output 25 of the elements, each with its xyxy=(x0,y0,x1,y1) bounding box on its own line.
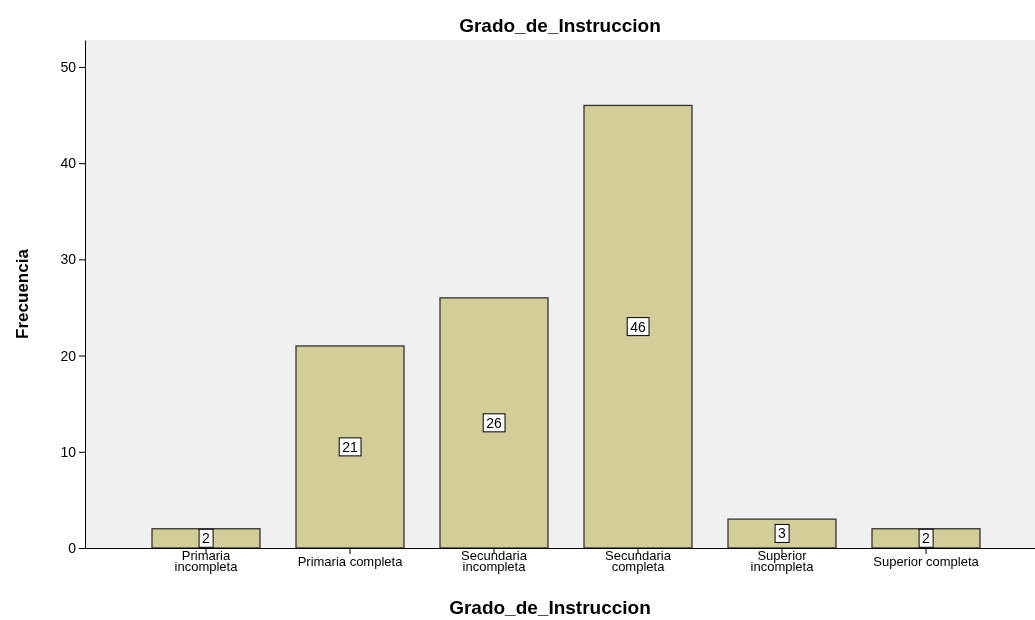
y-tick-label: 40 xyxy=(60,155,77,172)
x-tick-label: Secundaria completa xyxy=(605,547,672,575)
data-label: 3 xyxy=(778,525,787,542)
x-tick-label: Superior incompleta xyxy=(750,547,815,575)
data-label: 26 xyxy=(486,414,502,431)
y-tick-label: 10 xyxy=(60,443,77,460)
x-tick-label: Primaria completa xyxy=(297,554,404,570)
y-tick-label: 30 xyxy=(60,251,77,268)
y-tick-label: 20 xyxy=(60,347,77,364)
data-label: 2 xyxy=(922,530,931,547)
data-label: 2 xyxy=(202,530,211,547)
bar xyxy=(295,345,405,549)
y-axis-title: Frecuencia xyxy=(13,248,32,339)
bar xyxy=(583,104,693,549)
x-axis-title: Grado_de_Instruccion xyxy=(449,597,651,618)
data-label: 21 xyxy=(342,438,358,455)
bar xyxy=(727,518,837,549)
x-tick-label: Secundaria incompleta xyxy=(461,547,528,575)
chart-title: Grado_de_Instruccion xyxy=(459,15,661,36)
bar xyxy=(439,297,549,549)
x-tick-label: Primaria incompleta xyxy=(174,547,239,575)
data-label: 46 xyxy=(630,318,646,335)
y-tick-label: 0 xyxy=(68,539,77,556)
x-tick-label: Superior completa xyxy=(873,554,980,570)
y-tick-label: 50 xyxy=(60,58,77,75)
